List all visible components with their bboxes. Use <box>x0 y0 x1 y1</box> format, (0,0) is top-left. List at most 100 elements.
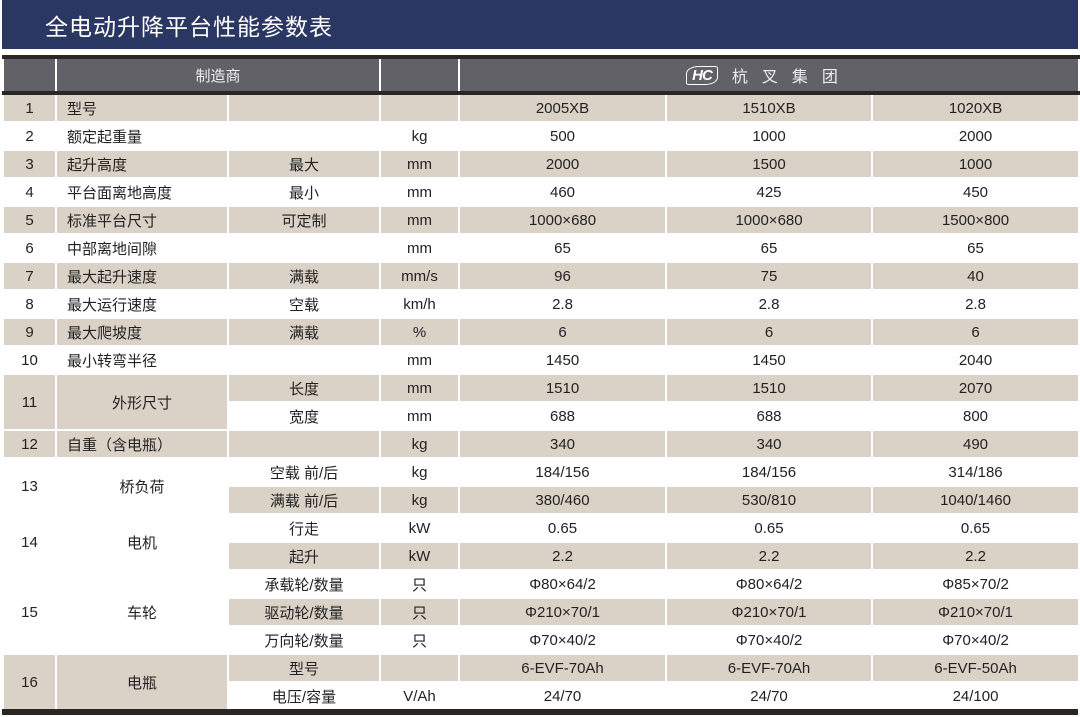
value-cell: 2.8 <box>665 290 874 319</box>
row-name: 外形尺寸 <box>55 374 229 431</box>
value-cell: 1000 <box>871 150 1080 179</box>
row-unit: mm <box>379 402 461 431</box>
row-unit: % <box>379 318 461 347</box>
value-cell: 425 <box>665 178 874 207</box>
table-bottom-border <box>2 709 1078 715</box>
row-number: 7 <box>2 262 57 291</box>
value-cell: Φ80×64/2 <box>458 570 668 599</box>
row-number: 12 <box>2 430 57 459</box>
value-cell: 24/70 <box>665 682 874 711</box>
spec-table: 制造商 HC 杭叉集团 1 型号 2005XB 1510XB 1020XB 2 额定起重量 k… <box>2 55 1080 711</box>
row-number: 14 <box>2 514 57 571</box>
row-number: 11 <box>2 374 57 431</box>
value-cell: Φ85×70/2 <box>871 570 1080 599</box>
value-cell: 1450 <box>665 346 874 375</box>
row-number: 8 <box>2 290 57 319</box>
row-unit: kg <box>379 458 461 487</box>
value-cell: 65 <box>665 234 874 263</box>
row-number: 15 <box>2 570 57 655</box>
row-sub-label: 型号 <box>226 654 382 683</box>
value-cell: 2040 <box>871 346 1080 375</box>
value-cell: 460 <box>458 178 668 207</box>
row-unit: mm/s <box>379 262 461 291</box>
value-cell: Φ210×70/1 <box>458 598 668 627</box>
row-unit: mm <box>379 206 461 235</box>
page-title: 全电动升降平台性能参数表 <box>45 14 333 40</box>
value-cell: 6-EVF-50Ah <box>871 654 1080 683</box>
value-cell: 24/100 <box>871 682 1080 711</box>
value-cell: 40 <box>871 262 1080 291</box>
table-row: 10 最小转弯半径 mm 1450 1450 2040 <box>2 346 1080 375</box>
value-cell: 96 <box>458 262 668 291</box>
brand-name: 杭叉集团 <box>731 69 852 86</box>
table-row: 12 自重（含电瓶） kg 340 340 490 <box>2 430 1080 459</box>
header-no-cell <box>2 55 57 95</box>
row-sub-label <box>226 234 382 263</box>
table-row: 宽度 mm 688 688 800 <box>3 402 1080 431</box>
row-number: 3 <box>2 150 57 179</box>
row-sub-label: 满载 <box>226 262 382 291</box>
value-cell: 184/156 <box>458 458 668 487</box>
row-sub-label <box>226 93 382 123</box>
table-row: 11 外形尺寸 长度 mm 1510 1510 2070 <box>2 374 1080 431</box>
value-cell: 1450 <box>458 346 668 375</box>
value-cell: 500 <box>458 122 668 151</box>
row-sub-label: 满载 前/后 <box>226 486 382 515</box>
row-sub-label <box>226 122 382 151</box>
table-row: 3 起升高度 最大 mm 2000 1500 1000 <box>2 150 1080 179</box>
value-cell: 340 <box>665 430 874 459</box>
row-name: 最大起升速度 <box>55 262 229 291</box>
row-sub-label: 承载轮/数量 <box>226 570 382 599</box>
row-sub-label: 驱动轮/数量 <box>226 598 382 627</box>
value-cell: 65 <box>458 234 668 263</box>
row-sub-label: 起升 <box>226 542 382 571</box>
row-number: 2 <box>2 122 57 151</box>
value-cell: 2.2 <box>871 542 1080 571</box>
value-cell: 380/460 <box>458 486 668 515</box>
row-unit: km/h <box>379 290 461 319</box>
value-cell: 1000×680 <box>665 206 874 235</box>
row-name: 型号 <box>55 93 229 123</box>
row-sub-label: 空载 <box>226 290 382 319</box>
brand-cell: HC 杭叉集团 <box>458 55 1080 95</box>
value-cell: 6-EVF-70Ah <box>458 654 668 683</box>
row-sub-label: 满载 <box>226 318 382 347</box>
row-sub-label: 宽度 <box>226 402 382 431</box>
table-row: 8 最大运行速度 空载 km/h 2.8 2.8 2.8 <box>2 290 1080 319</box>
value-cell: 450 <box>871 178 1080 207</box>
value-cell: 75 <box>665 262 874 291</box>
table-row: 电压/容量 V/Ah 24/70 24/70 24/100 <box>3 682 1080 711</box>
value-cell: 2000 <box>871 122 1080 151</box>
value-cell: Φ210×70/1 <box>871 598 1080 627</box>
value-cell: 1500 <box>665 150 874 179</box>
table-row: 万向轮/数量只 Φ70×40/2 Φ70×40/2 Φ70×40/2 <box>3 626 1080 655</box>
row-unit: 只 <box>379 626 461 655</box>
value-cell: 0.65 <box>871 514 1080 543</box>
row-number: 1 <box>2 93 57 123</box>
row-unit: kg <box>379 486 461 515</box>
table-row: 7 最大起升速度 满载 mm/s 96 75 40 <box>2 262 1080 291</box>
value-cell: Φ70×40/2 <box>458 626 668 655</box>
value-cell: 184/156 <box>665 458 874 487</box>
row-name: 自重（含电瓶） <box>55 430 229 459</box>
table-row: 4 平台面离地高度 最小 mm 460 425 450 <box>2 178 1080 207</box>
table-row: 起升 kW 2.2 2.2 2.2 <box>3 542 1080 571</box>
table-header-row: 制造商 HC 杭叉集团 <box>2 55 1080 95</box>
row-number: 6 <box>2 234 57 263</box>
value-cell: 2.2 <box>458 542 668 571</box>
value-cell: 688 <box>458 402 668 431</box>
row-sub-label: 可定制 <box>226 206 382 235</box>
table-row: 2 额定起重量 kg 500 1000 2000 <box>2 122 1080 151</box>
row-name: 额定起重量 <box>55 122 229 151</box>
row-unit <box>379 93 461 123</box>
table-row: 满载 前/后 kg 380/460 530/810 1040/1460 <box>3 486 1080 515</box>
value-cell: 1000 <box>665 122 874 151</box>
value-cell: 1040/1460 <box>871 486 1080 515</box>
row-sub-label: 电压/容量 <box>226 682 382 711</box>
row-unit: kg <box>379 430 461 459</box>
row-unit: kW <box>379 542 461 571</box>
row-name: 电机 <box>55 514 229 571</box>
row-unit: kg <box>379 122 461 151</box>
row-number: 5 <box>2 206 57 235</box>
value-cell: 314/186 <box>871 458 1080 487</box>
